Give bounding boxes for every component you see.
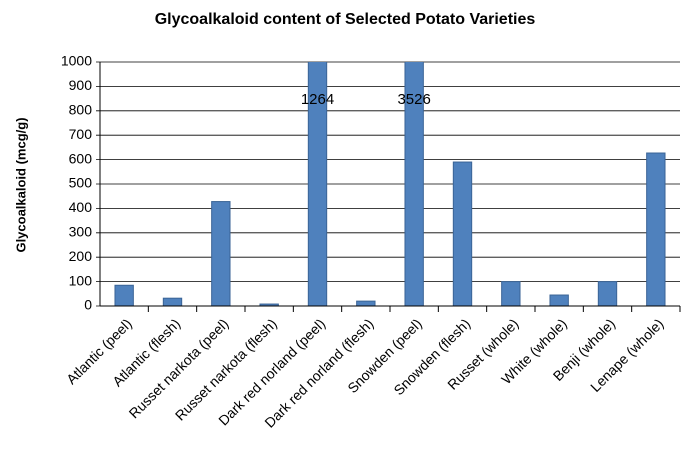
y-tick-label: 700	[69, 126, 93, 142]
bar	[597, 281, 618, 307]
plot-area	[114, 62, 666, 307]
bar	[114, 284, 134, 307]
y-tick-label: 800	[69, 102, 93, 118]
y-tick-label: 0	[84, 297, 92, 313]
y-tick-label: 500	[69, 175, 93, 191]
y-tick-label: 400	[69, 199, 93, 215]
data-label: 3526	[397, 91, 430, 108]
data-label: 1264	[301, 91, 334, 108]
bar	[162, 297, 183, 307]
y-axis-label: Glycoalkaloid (mcg/g)	[13, 117, 28, 252]
bar	[646, 152, 666, 307]
y-tick-label: 600	[69, 150, 93, 166]
bar	[211, 201, 231, 307]
y-tick-label: 200	[69, 248, 93, 264]
y-tick-label: 100	[69, 272, 93, 288]
bar	[356, 300, 376, 307]
y-tick-label: 1000	[61, 53, 92, 69]
bar	[501, 281, 521, 307]
bar	[452, 161, 473, 307]
bar	[549, 294, 569, 307]
y-tick-label: 900	[69, 77, 93, 93]
bar	[307, 62, 328, 307]
bar	[404, 62, 424, 307]
chart-title: Glycoalkaloid content of Selected Potato…	[155, 11, 536, 28]
y-tick-label: 300	[69, 224, 93, 240]
